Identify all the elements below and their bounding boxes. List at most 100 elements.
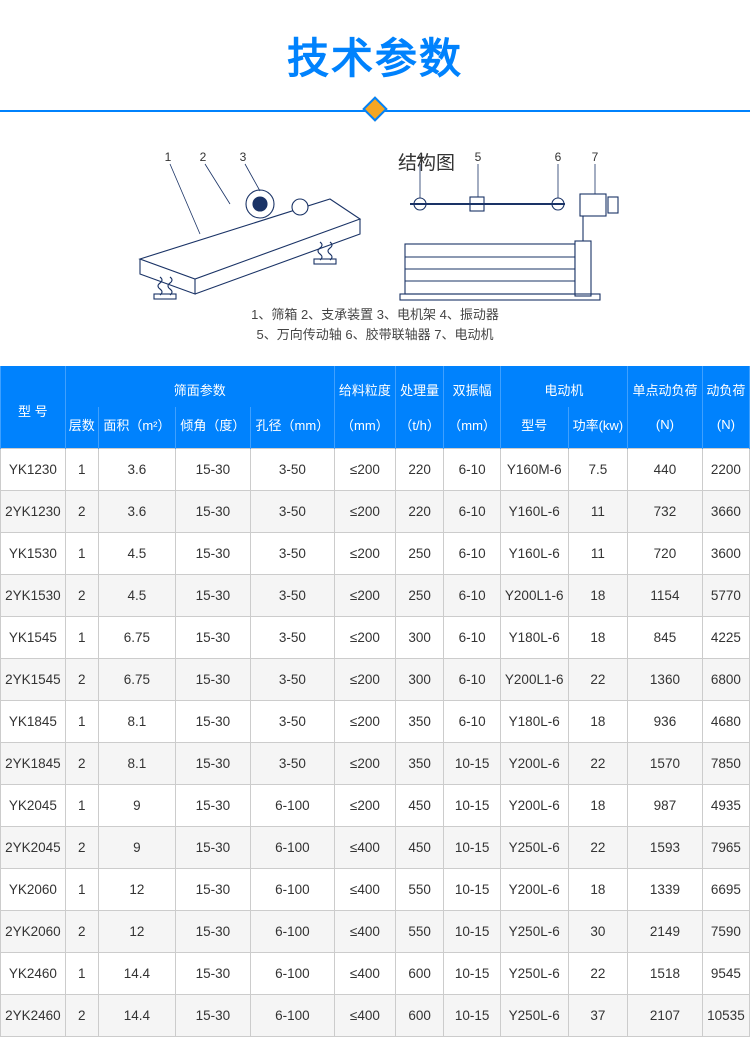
cell-s: 2149: [628, 911, 703, 953]
cell-ang: 15-30: [176, 617, 251, 659]
cell-m: 2YK2460: [1, 995, 66, 1037]
table-row: 2YK206021215-306-100≤40055010-15Y250L-63…: [1, 911, 750, 953]
cell-s: 440: [628, 449, 703, 491]
cell-ang: 15-30: [176, 827, 251, 869]
table-row: 2YK153024.515-303-50≤2002506-10Y200L1-61…: [1, 575, 750, 617]
cell-ap: 6-100: [250, 827, 334, 869]
diagram-svg: 1 2 3 4 5 6 7 结构图 1、筛箱 2、支承装置 3、电机架 4、振动…: [110, 149, 640, 349]
cell-ap: 6-100: [250, 869, 334, 911]
cell-mm: Y200L-6: [500, 785, 568, 827]
cell-l: 1: [65, 869, 98, 911]
title-divider: [0, 96, 750, 126]
col-sload-unit: (N): [628, 407, 703, 449]
cell-a: 14.4: [98, 953, 175, 995]
cell-mm: Y160L-6: [500, 491, 568, 533]
cell-p: 18: [568, 785, 627, 827]
cell-d: 7965: [702, 827, 749, 869]
cell-ap: 6-100: [250, 995, 334, 1037]
cell-ang: 15-30: [176, 533, 251, 575]
cell-ang: 15-30: [176, 659, 251, 701]
cell-l: 2: [65, 491, 98, 533]
col-cap-unit: （t/h）: [395, 407, 444, 449]
cell-m: YK1545: [1, 617, 66, 659]
cell-ap: 3-50: [250, 617, 334, 659]
cell-c: 250: [395, 575, 444, 617]
cell-s: 2107: [628, 995, 703, 1037]
cell-c: 550: [395, 911, 444, 953]
col-amp: 双振幅: [444, 366, 500, 407]
cell-s: 1593: [628, 827, 703, 869]
cell-a: 6.75: [98, 659, 175, 701]
callout-1: 1: [165, 150, 172, 164]
cell-mm: Y200L-6: [500, 743, 568, 785]
cell-f: ≤400: [334, 911, 395, 953]
cell-d: 6695: [702, 869, 749, 911]
cell-s: 1518: [628, 953, 703, 995]
cell-d: 10535: [702, 995, 749, 1037]
callout-2: 2: [200, 150, 207, 164]
cell-l: 1: [65, 701, 98, 743]
table-row: 2YK123023.615-303-50≤2002206-10Y160L-611…: [1, 491, 750, 533]
cell-p: 11: [568, 533, 627, 575]
legend-line-1: 1、筛箱 2、支承装置 3、电机架 4、振动器: [251, 307, 499, 322]
cell-c: 250: [395, 533, 444, 575]
cell-ap: 3-50: [250, 701, 334, 743]
table-row: 2YK2460214.415-306-100≤40060010-15Y250L-…: [1, 995, 750, 1037]
cell-s: 1360: [628, 659, 703, 701]
cell-p: 18: [568, 869, 627, 911]
cell-ap: 6-100: [250, 953, 334, 995]
cell-p: 22: [568, 827, 627, 869]
cell-s: 1339: [628, 869, 703, 911]
cell-c: 220: [395, 449, 444, 491]
col-feed-unit: （mm）: [334, 407, 395, 449]
page-title: 技术参数: [0, 25, 750, 86]
cell-s: 732: [628, 491, 703, 533]
cell-c: 350: [395, 701, 444, 743]
cell-l: 2: [65, 911, 98, 953]
cell-amp: 6-10: [444, 449, 500, 491]
cell-s: 845: [628, 617, 703, 659]
table-row: YK2460114.415-306-100≤40060010-15Y250L-6…: [1, 953, 750, 995]
cell-c: 600: [395, 953, 444, 995]
cell-a: 4.5: [98, 533, 175, 575]
cell-amp: 6-10: [444, 701, 500, 743]
cell-a: 9: [98, 785, 175, 827]
cell-d: 3660: [702, 491, 749, 533]
cell-amp: 6-10: [444, 491, 500, 533]
cell-c: 220: [395, 491, 444, 533]
cell-l: 1: [65, 533, 98, 575]
cell-mm: Y250L-6: [500, 995, 568, 1037]
cell-m: 2YK1545: [1, 659, 66, 701]
legend-line-2: 5、万向传动轴 6、胶带联轴器 7、电动机: [257, 327, 494, 342]
cell-m: 2YK1230: [1, 491, 66, 533]
cell-a: 8.1: [98, 743, 175, 785]
cell-m: 2YK2060: [1, 911, 66, 953]
cell-f: ≤400: [334, 953, 395, 995]
diagram-label: 结构图: [398, 152, 455, 174]
cell-a: 12: [98, 911, 175, 953]
cell-a: 8.1: [98, 701, 175, 743]
cell-mm: Y250L-6: [500, 911, 568, 953]
cell-f: ≤200: [334, 701, 395, 743]
cell-p: 11: [568, 491, 627, 533]
cell-d: 6800: [702, 659, 749, 701]
col-aperture: 孔径（mm）: [250, 407, 334, 449]
cell-amp: 6-10: [444, 533, 500, 575]
cell-mm: Y200L1-6: [500, 659, 568, 701]
cell-amp: 10-15: [444, 785, 500, 827]
table-row: YK153014.515-303-50≤2002506-10Y160L-6117…: [1, 533, 750, 575]
cell-a: 3.6: [98, 449, 175, 491]
table-row: YK184518.115-303-50≤2003506-10Y180L-6189…: [1, 701, 750, 743]
col-feed: 给料粒度: [334, 366, 395, 407]
cell-d: 3600: [702, 533, 749, 575]
cell-d: 7590: [702, 911, 749, 953]
cell-l: 1: [65, 617, 98, 659]
callout-6: 6: [555, 150, 562, 164]
cell-amp: 6-10: [444, 617, 500, 659]
cell-amp: 6-10: [444, 659, 500, 701]
cell-ap: 3-50: [250, 449, 334, 491]
cell-s: 936: [628, 701, 703, 743]
cell-d: 4935: [702, 785, 749, 827]
cell-m: 2YK1845: [1, 743, 66, 785]
col-motor: 电动机: [500, 366, 627, 407]
